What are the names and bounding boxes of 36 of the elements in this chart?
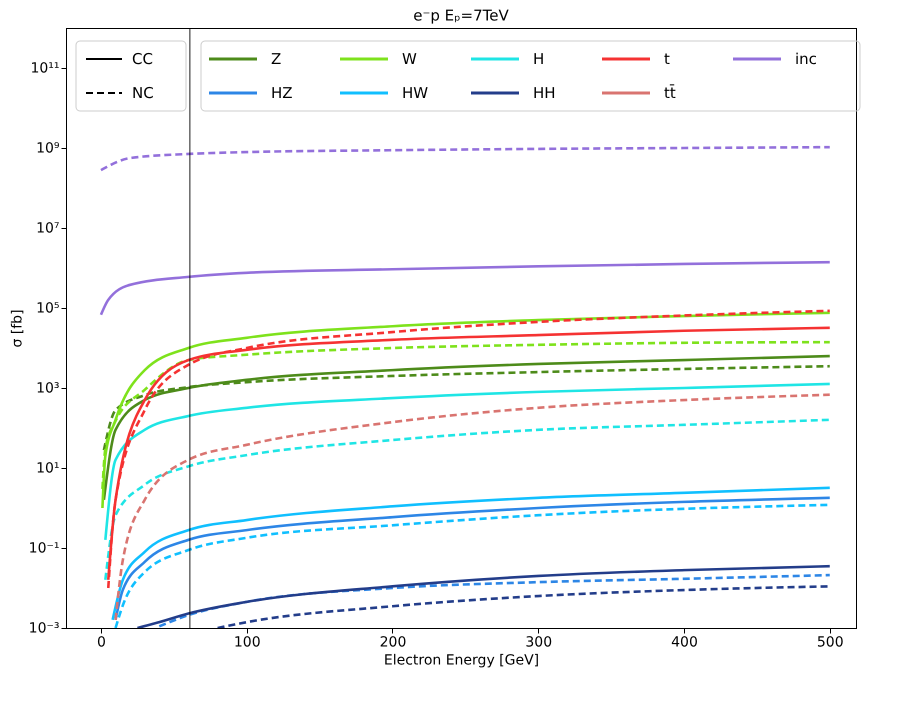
y-tick-label: 10⁷ <box>36 220 60 236</box>
annotation: CC <box>132 50 153 68</box>
line-series <box>104 418 832 582</box>
y-tick-label: 10⁻¹ <box>28 540 60 556</box>
legend-label: Z <box>271 50 282 68</box>
y-tick-label: 10¹¹ <box>30 60 60 76</box>
x-tick-label: 400 <box>671 634 698 650</box>
line-series <box>100 260 832 316</box>
legend-label: HW <box>402 84 428 102</box>
legend-label: inc <box>795 50 817 68</box>
y-tick-label: 10⁹ <box>36 140 60 156</box>
y-tick-label: 10⁵ <box>36 300 60 316</box>
x-axis-title: Electron Energy [GeV] <box>384 652 540 668</box>
x-tick-label: 200 <box>380 634 406 650</box>
y-tick-label: 10⁻³ <box>28 620 60 636</box>
legend-label: H <box>533 50 544 68</box>
legend-label: HH <box>533 84 556 102</box>
y-tick-label: 10¹ <box>36 460 60 476</box>
legend-label: t <box>664 50 670 68</box>
line-series <box>102 354 832 502</box>
legend-label: tt̄ <box>664 83 676 102</box>
line-series <box>114 393 832 622</box>
x-tick-label: 500 <box>816 634 844 650</box>
line-series <box>136 564 832 628</box>
annotation: NC <box>132 84 154 102</box>
line-series <box>100 146 832 172</box>
y-tick-label: 10³ <box>36 380 60 396</box>
x-tick-label: 0 <box>97 634 106 650</box>
line-series <box>104 382 832 542</box>
legend-label: W <box>402 50 417 68</box>
y-axis-title: σ [fb] <box>10 309 26 348</box>
x-tick-label: 100 <box>234 634 261 650</box>
x-tick-label: 300 <box>525 634 552 650</box>
line-series <box>158 574 832 628</box>
chart-title: e⁻p Eₚ=7TeV <box>413 6 510 25</box>
legend-label: HZ <box>271 84 293 102</box>
